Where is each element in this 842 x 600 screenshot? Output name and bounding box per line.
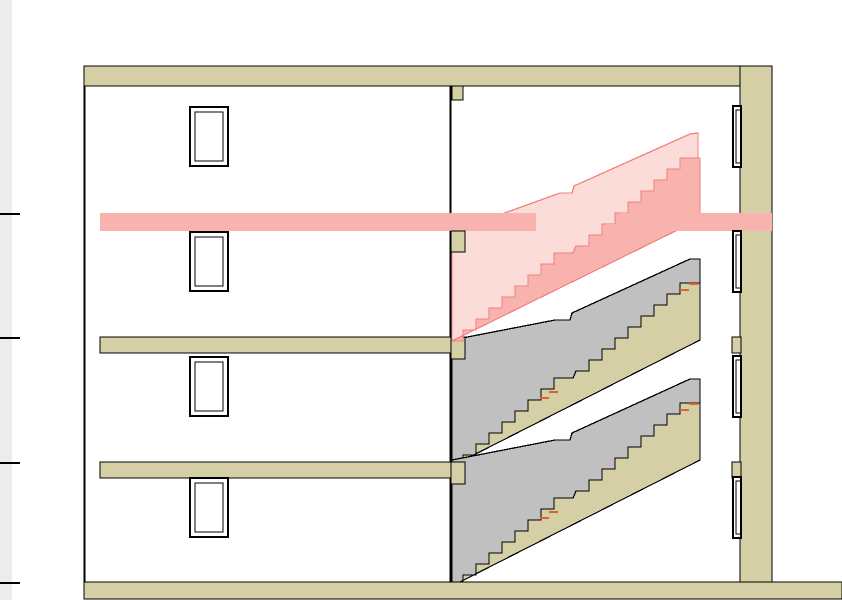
ruler-tick-3 <box>0 582 20 584</box>
slab-level-1[interactable] <box>99 461 452 479</box>
window-right-level-3[interactable] <box>731 229 743 294</box>
ruler-tick-1 <box>0 337 20 339</box>
window-left-level-3[interactable] <box>188 230 230 293</box>
right-exterior-wall[interactable] <box>739 65 773 599</box>
base-slab-overlay <box>83 581 842 600</box>
stair-flight-middle-upper[interactable] <box>451 258 701 467</box>
stair-flight-middle-lower[interactable] <box>451 378 701 586</box>
window-right-level-1[interactable] <box>731 475 743 540</box>
roof-slab[interactable] <box>83 65 773 87</box>
interior-partition[interactable] <box>449 85 464 583</box>
slab-level-3-selected[interactable] <box>100 213 772 253</box>
ruler-gutter <box>0 0 20 600</box>
window-right-level-4[interactable] <box>731 104 743 169</box>
window-left-level-1[interactable] <box>188 476 230 539</box>
ruler-tick-2 <box>0 462 20 464</box>
window-right-level-2[interactable] <box>731 354 743 419</box>
slab-landing-stubs <box>450 336 742 485</box>
slab-level-2[interactable] <box>99 336 452 354</box>
ruler-tick-0 <box>0 213 20 215</box>
window-left-level-2[interactable] <box>188 355 230 418</box>
window-left-level-4[interactable] <box>188 105 230 168</box>
